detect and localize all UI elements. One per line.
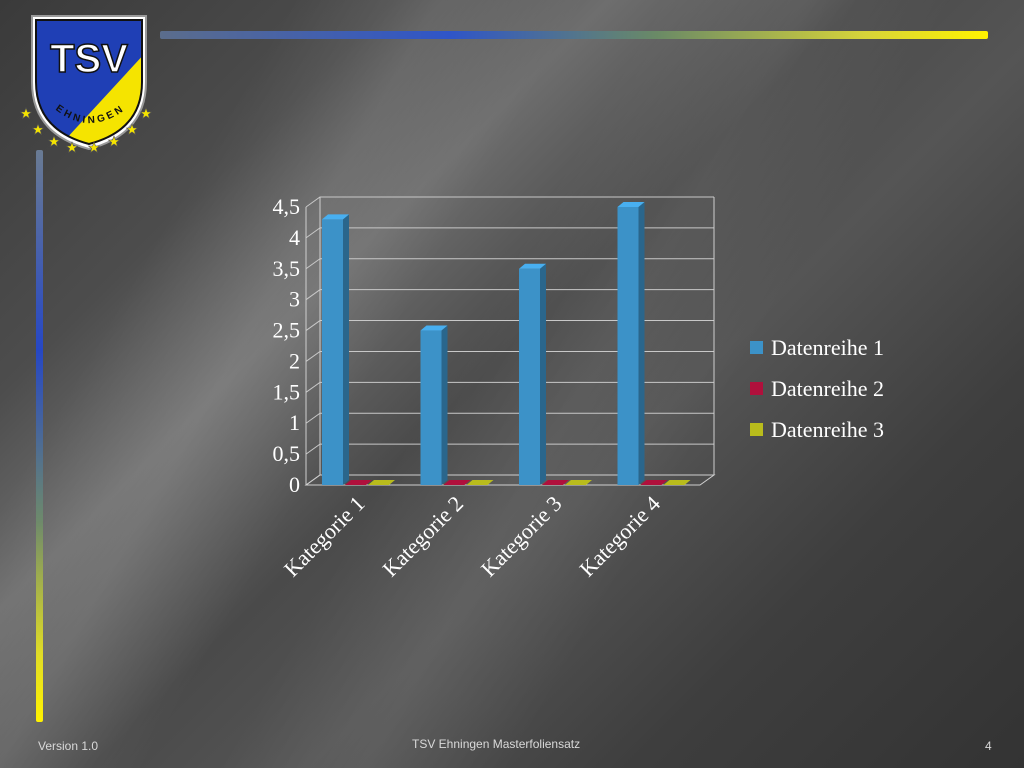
bar-flat — [466, 480, 494, 485]
bar-3-series-1 — [519, 263, 546, 485]
bar-front — [617, 207, 639, 485]
y-tick-label: 2,5 — [273, 318, 301, 343]
y-tick-label: 0,5 — [273, 441, 301, 466]
bar-front — [519, 268, 540, 485]
bar-top — [519, 263, 546, 269]
x-tick-label: Kategorie 1 — [279, 491, 370, 582]
bar-side — [638, 202, 645, 485]
legend-entry-1: Datenreihe 1 — [750, 335, 884, 360]
bar-side — [441, 325, 448, 485]
logo-stars — [19, 107, 153, 154]
tsv-logo: TSV EHNINGEN — [19, 15, 153, 154]
grid-line — [305, 350, 714, 362]
legend-swatch — [750, 341, 763, 354]
footer-title: TSV Ehningen Masterfoliensatz — [412, 737, 581, 751]
bar-side — [343, 214, 349, 485]
legend-swatch — [750, 423, 763, 436]
chart-grid — [305, 196, 714, 486]
legend-entry-2: Datenreihe 2 — [750, 376, 884, 401]
grid-line — [305, 196, 714, 208]
legend-entry-3: Datenreihe 3 — [750, 417, 884, 442]
bar-flat — [443, 480, 471, 485]
grid-line — [305, 381, 714, 393]
grid-line — [305, 258, 714, 270]
bar-front — [420, 330, 442, 485]
y-tick-label: 0 — [289, 472, 300, 497]
x-tick-labels: Kategorie 1 Kategorie 2 Kategorie 3 Kategor… — [279, 491, 665, 582]
x-tick-label: Kategorie 4 — [574, 491, 665, 582]
y-tick-label: 3,5 — [273, 256, 301, 281]
bar-top — [322, 214, 349, 220]
chart-bars — [322, 202, 691, 485]
x-tick-label: Kategorie 3 — [476, 491, 567, 582]
footer-version: Version 1.0 — [38, 739, 99, 753]
logo-letters: TSV — [50, 37, 128, 81]
bar-3-series-3 — [565, 480, 592, 485]
bar-flat — [368, 480, 395, 485]
legend-swatch — [750, 382, 763, 395]
y-tick-label: 3 — [289, 287, 300, 312]
bar-side — [540, 263, 546, 485]
legend-label: Datenreihe 3 — [771, 417, 884, 442]
footer-page-number: 4 — [985, 739, 992, 753]
grid-line — [305, 289, 714, 301]
bar-2-series-1 — [420, 325, 448, 485]
y-tick-label: 2 — [289, 348, 300, 373]
chart-axes — [304, 197, 716, 486]
grid-line — [305, 443, 714, 455]
bar-4-series-1 — [617, 202, 645, 485]
bar-top — [617, 202, 645, 207]
chart-legend: Datenreihe 1 Datenreihe 2 Datenreihe 3 — [750, 335, 884, 442]
bar-flat — [542, 480, 569, 485]
bar-3-series-2 — [542, 480, 569, 485]
side-accent-bar — [36, 150, 43, 722]
bar-2-series-2 — [443, 480, 471, 485]
y-tick-label: 1 — [289, 410, 300, 435]
bar-2-series-3 — [466, 480, 494, 485]
bar-flat — [565, 480, 592, 485]
bar-flat — [663, 480, 691, 485]
legend-label: Datenreihe 2 — [771, 376, 884, 401]
grid-line — [305, 412, 714, 424]
bar-flat — [640, 480, 668, 485]
top-accent-bar — [160, 31, 988, 39]
bar-4-series-3 — [663, 480, 691, 485]
bar-4-series-2 — [640, 480, 668, 485]
y-tick-label: 4 — [289, 225, 300, 250]
grid-line — [305, 227, 714, 239]
y-tick-label: 4,5 — [273, 194, 301, 219]
y-tick-labels: 0 0,5 1 1,5 2 2,5 3 3,5 4 4,5 — [273, 194, 301, 497]
bar-1-series-2 — [345, 480, 372, 485]
y-tick-label: 1,5 — [273, 379, 301, 404]
legend-label: Datenreihe 1 — [771, 335, 884, 360]
bar-1-series-1 — [322, 214, 349, 485]
bar-chart: 00,511,522,533,544,5 Kategorie 1 Kategori… — [273, 194, 885, 582]
bar-flat — [345, 480, 372, 485]
x-tick-label: Kategorie 2 — [377, 491, 468, 582]
bar-top — [420, 325, 448, 331]
grid-line — [305, 320, 714, 331]
bar-1-series-3 — [368, 480, 395, 485]
bar-front — [322, 219, 343, 485]
